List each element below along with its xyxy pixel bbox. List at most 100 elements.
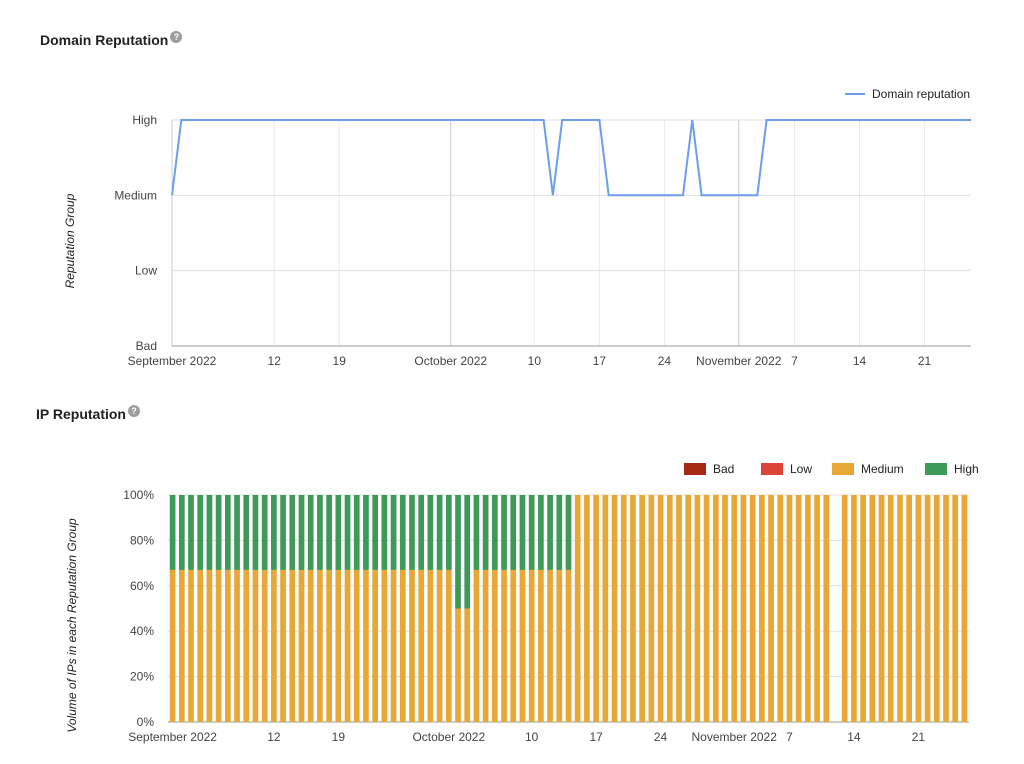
bar-high [307, 495, 314, 570]
bar-medium [547, 569, 553, 722]
bar-medium [556, 569, 563, 722]
x-tick-label: 12 [268, 354, 282, 368]
bar-high [271, 495, 277, 570]
y-tick-label: 80% [130, 533, 154, 547]
bar-medium [823, 495, 830, 722]
bar-high [565, 495, 572, 570]
domain-reputation-chart: Bad Low Medium High September 2022 12 19 Octobe… [63, 87, 971, 368]
bar-medium [676, 495, 682, 722]
bar-high [455, 495, 461, 609]
legend-swatch-medium [832, 463, 854, 475]
legend-swatch-high [925, 463, 947, 475]
bar-medium [353, 569, 360, 722]
bar-medium [887, 495, 894, 722]
bar-medium [685, 495, 692, 722]
x-tick-label: 12 [267, 730, 281, 744]
bar-medium [307, 569, 314, 722]
x-tick-label: 24 [654, 730, 668, 744]
y-tick-label: Medium [114, 188, 157, 202]
bar-medium [666, 495, 673, 722]
y-tick-label: Bad [136, 339, 157, 353]
bar-medium [243, 569, 250, 722]
bar-high [501, 495, 507, 570]
bar-high [399, 495, 406, 570]
bar-high [252, 495, 259, 570]
bar-high [289, 495, 296, 570]
bar-medium [538, 569, 544, 722]
bar-high [169, 495, 176, 570]
bar-high [538, 495, 544, 570]
bar-medium [897, 495, 903, 722]
bar-medium [252, 569, 259, 722]
x-tick-label: 7 [791, 354, 798, 368]
bar-medium [473, 569, 480, 722]
bar-high [427, 495, 434, 570]
domain-reputation-line [171, 119, 971, 197]
bar-high [178, 495, 185, 570]
help-icon[interactable]: ? [127, 405, 140, 417]
bar-high [547, 495, 553, 570]
x-tick-label: 21 [918, 354, 932, 368]
bar-medium [786, 495, 793, 722]
bar-medium [271, 569, 277, 722]
bar-high [224, 495, 231, 570]
bar-medium [363, 569, 369, 722]
bar-high [280, 495, 286, 570]
bar-medium [620, 495, 627, 722]
bar-medium [427, 569, 434, 722]
bar-high [234, 495, 240, 570]
bar-medium [280, 569, 286, 722]
y-tick-label: 20% [130, 670, 154, 684]
bar-medium [445, 569, 452, 722]
bar-high [335, 495, 342, 570]
x-tick-label: November 2022 [692, 730, 778, 744]
bar-medium [178, 569, 185, 722]
x-tick-label: 14 [853, 354, 867, 368]
bar-high [188, 495, 194, 570]
help-icon[interactable]: ? [170, 31, 183, 43]
bar-high [390, 495, 397, 570]
bar-high [482, 495, 489, 570]
bar-medium [197, 569, 204, 722]
bar-medium [639, 495, 646, 722]
bar-medium [409, 569, 415, 722]
bar-medium [906, 495, 913, 722]
x-tick-label: 10 [528, 354, 542, 368]
ip-reputation-heading: IP Reputation [36, 406, 126, 422]
bar-high [436, 495, 443, 570]
bar-high [326, 495, 332, 570]
bar-high [528, 495, 535, 570]
legend-label: Domain reputation [872, 87, 970, 101]
bar-medium [915, 495, 922, 722]
bar-high [344, 495, 351, 570]
bar-medium [381, 569, 388, 722]
x-tick-label: 24 [658, 354, 672, 368]
bar-medium [602, 495, 609, 722]
bar-medium [188, 569, 194, 722]
bar-medium [510, 569, 517, 722]
bar-high [418, 495, 425, 570]
bar-medium [455, 608, 461, 722]
bar-medium [924, 495, 931, 722]
x-tick-label: 17 [589, 730, 603, 744]
bar-high [519, 495, 526, 570]
x-tick-label: 10 [525, 730, 539, 744]
bar-medium [372, 569, 379, 722]
bar-medium [317, 569, 323, 722]
bar-medium [851, 495, 857, 722]
bar-high [363, 495, 369, 570]
bar-medium [298, 569, 305, 722]
bar-high [491, 495, 498, 570]
y-tick-label: Low [135, 264, 157, 278]
x-tick-label: 21 [912, 730, 926, 744]
bar-medium [860, 495, 866, 722]
bar-medium [712, 495, 719, 722]
x-tick-label: 17 [593, 354, 607, 368]
bar-medium [758, 495, 765, 722]
bar-high [510, 495, 517, 570]
bar-medium [399, 569, 406, 722]
legend-label-bad: Bad [713, 462, 734, 476]
bar-medium [952, 495, 959, 722]
ip-reputation-chart: 0% 20% 40% 60% 80% 100% September 2022 12 19 Octo… [65, 462, 979, 744]
bar-medium [261, 569, 268, 722]
